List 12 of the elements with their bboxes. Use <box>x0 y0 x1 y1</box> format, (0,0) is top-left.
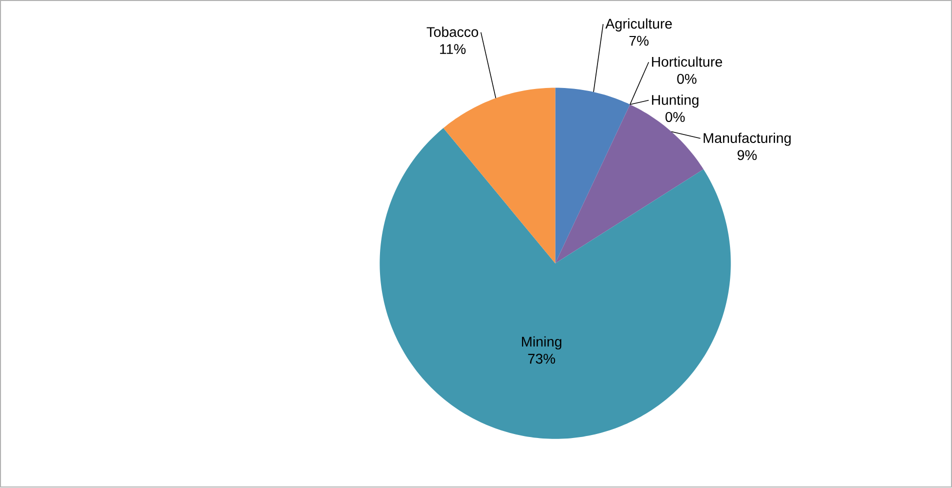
data-label: 7% <box>629 36 649 46</box>
text: 0% <box>677 74 696 84</box>
data-label: 11% <box>440 44 466 54</box>
slice-label: Agriculture <box>605 18 672 32</box>
data-label: 9% <box>738 150 757 160</box>
category-label: Horticulture <box>652 56 722 68</box>
legend-label: Hunting <box>652 94 698 108</box>
slice-label: Mining <box>522 336 562 350</box>
data-label: 73% <box>528 354 556 364</box>
slice-label: Tobacco <box>426 26 478 38</box>
slice-label: Manufacturing <box>704 132 791 146</box>
text: 0% <box>666 112 685 122</box>
